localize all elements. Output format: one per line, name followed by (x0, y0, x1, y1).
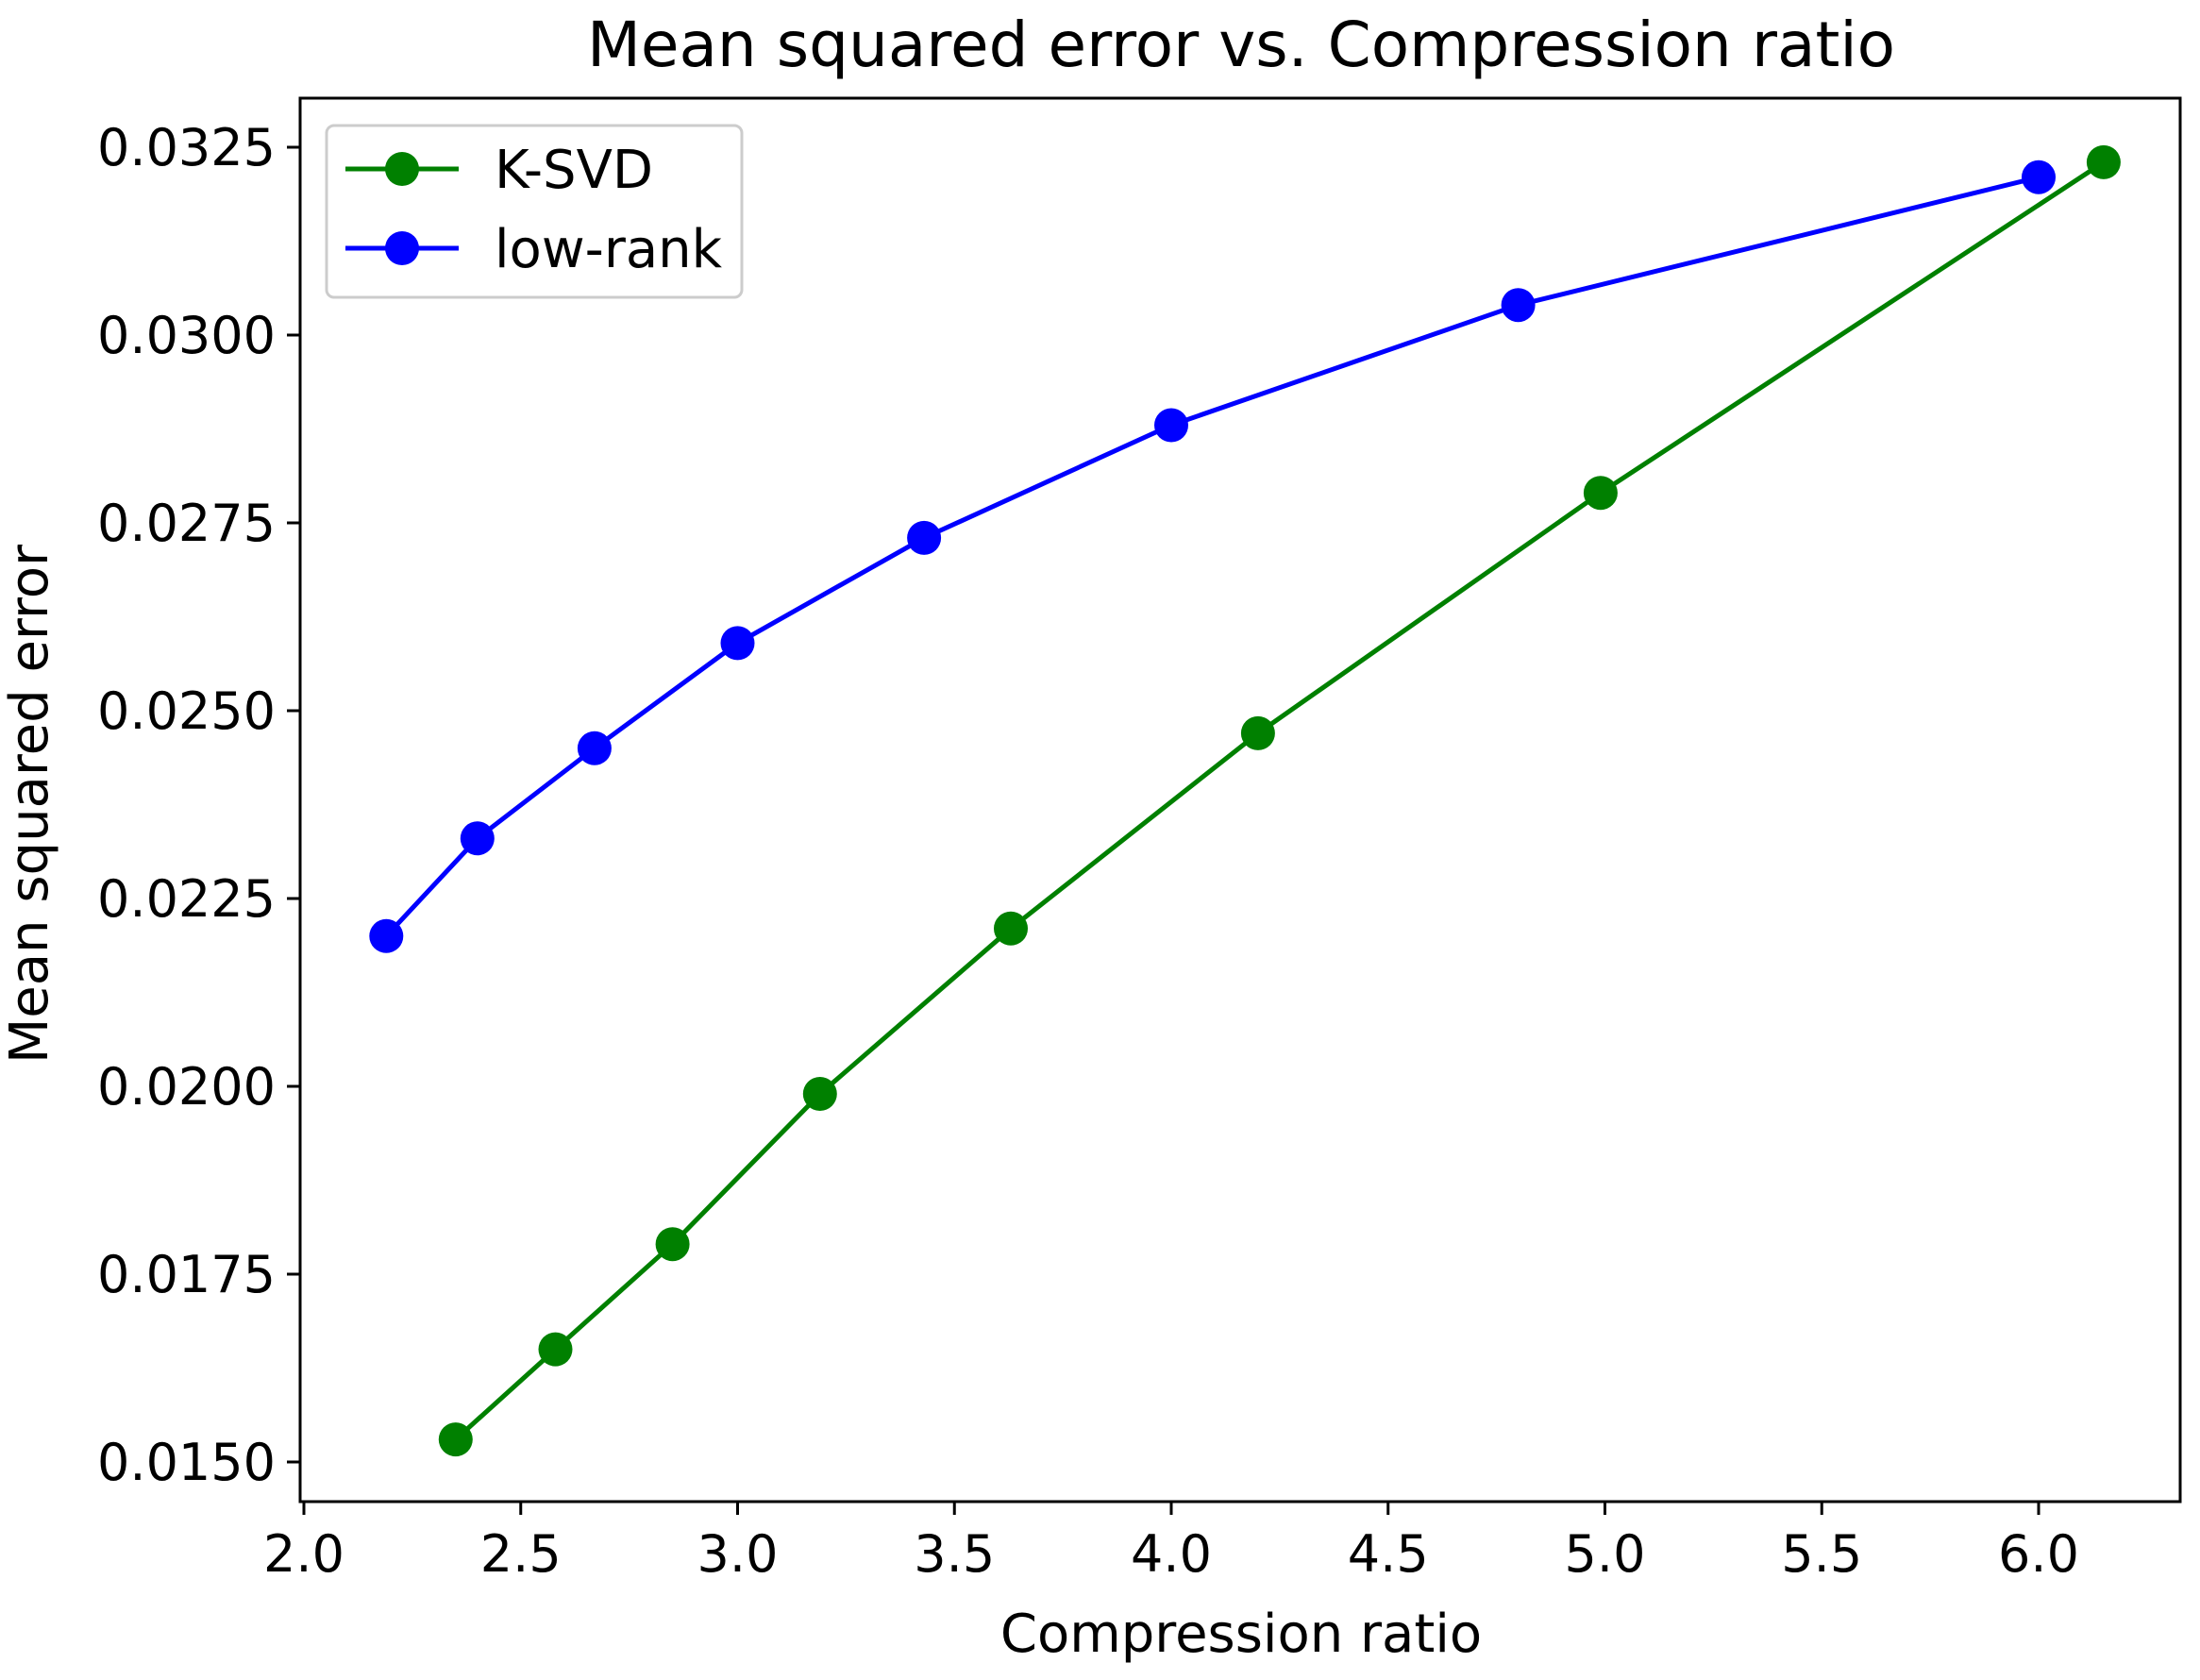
data-point-k-svd (655, 1227, 690, 1262)
x-tick-label: 3.5 (914, 1524, 995, 1584)
series-line-low-rank (384, 175, 2040, 938)
data-point-low-rank (720, 626, 755, 661)
y-tick-label: 0.0300 (97, 306, 276, 365)
x-tick-label: 4.5 (1348, 1524, 1429, 1584)
data-point-k-svd (994, 911, 1028, 946)
y-tick-label: 0.0250 (97, 681, 276, 741)
x-axis-label: Compression ratio (1000, 1604, 1482, 1665)
data-point-k-svd (802, 1077, 837, 1111)
legend-marker-k-svd (385, 152, 419, 186)
x-tick-label: 3.0 (697, 1524, 779, 1584)
y-tick-label: 0.0275 (97, 494, 276, 553)
axes-frame (298, 96, 2182, 1504)
x-tick-label: 2.5 (480, 1524, 562, 1584)
data-point-low-rank (1154, 408, 1188, 443)
x-tick-label: 2.0 (263, 1524, 344, 1584)
legend: K-SVD low-rank (325, 124, 744, 299)
legend-label-low-rank: low-rank (495, 219, 723, 280)
data-point-low-rank (1501, 288, 1536, 323)
data-point-low-rank (369, 918, 404, 953)
x-tick-label: 6.0 (1998, 1524, 2079, 1584)
series-line-k-svd (454, 160, 2106, 1441)
data-point-k-svd (538, 1332, 573, 1367)
x-tick-label: 5.0 (1565, 1524, 1646, 1584)
chart-title: Mean squared error vs. Compression ratio (587, 8, 1895, 81)
data-point-k-svd (438, 1422, 473, 1457)
data-point-low-rank (907, 520, 942, 555)
data-point-low-rank (2022, 160, 2056, 194)
y-tick-label: 0.0150 (97, 1433, 276, 1492)
data-point-low-rank (577, 731, 612, 765)
data-point-k-svd (1240, 715, 1275, 750)
legend-label-k-svd: K-SVD (495, 140, 653, 201)
data-point-k-svd (2086, 144, 2121, 179)
x-tick-label: 4.0 (1131, 1524, 1212, 1584)
y-tick-label: 0.0175 (97, 1245, 276, 1304)
x-tick-label: 5.5 (1781, 1524, 1862, 1584)
y-axis-label: Mean squared error (0, 544, 60, 1064)
y-tick-label: 0.0200 (97, 1057, 276, 1117)
data-point-k-svd (1583, 476, 1618, 511)
plot-area: 2.0 2.5 3.0 3.5 4.0 4.5 5.0 5.5 6.0 0.0150 0.0175 0… (97, 96, 2182, 1584)
legend-marker-low-rank (385, 231, 419, 265)
data-point-low-rank (460, 821, 495, 856)
y-tick-label: 0.0225 (97, 869, 276, 929)
y-tick-label: 0.0325 (97, 118, 276, 177)
